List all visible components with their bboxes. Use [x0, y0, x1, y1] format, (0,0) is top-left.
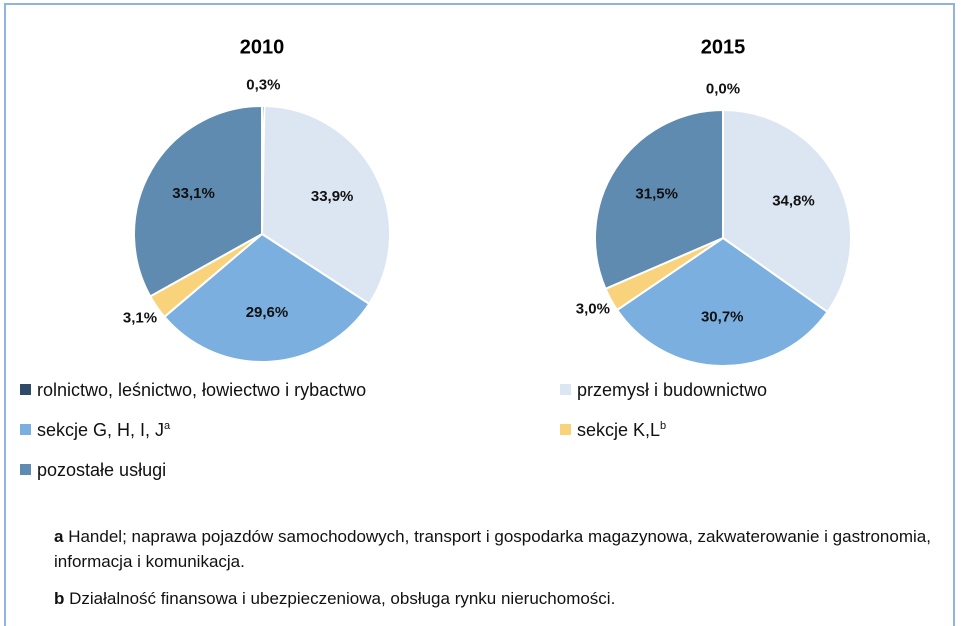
pie-slice	[722, 108, 852, 314]
data-label: 0,0%	[706, 80, 740, 97]
legend-swatch	[20, 464, 31, 475]
legend-label: sekcje K,L	[577, 420, 661, 440]
data-label: 3,1%	[123, 310, 157, 327]
legend-swatch	[560, 384, 571, 395]
data-label: 29,6%	[246, 304, 289, 321]
pie-slice	[615, 236, 829, 367]
legend-note: a	[164, 420, 171, 432]
footnote-text: Działalność finansowa i ubezpieczeniowa,…	[69, 589, 616, 608]
footnote: b Działalność finansowa i ubezpieczeniow…	[54, 586, 934, 611]
data-label: 33,9%	[311, 188, 354, 205]
legend-item: sekcje G, H, I, Ja	[20, 420, 170, 441]
data-label: 30,7%	[701, 308, 744, 325]
legend-item: przemysł i budownictwo	[560, 380, 767, 401]
data-label: 0,3%	[246, 76, 280, 93]
footnote-text: Handel; naprawa pojazdów samochodowych, …	[54, 527, 931, 571]
legend-label: rolnictwo, leśnictwo, łowiectwo i rybact…	[37, 380, 367, 400]
legend-swatch	[20, 384, 31, 395]
legend-item: pozostałe usługi	[20, 460, 166, 481]
legend-label: przemysł i budownictwo	[577, 380, 768, 400]
pie-slice	[162, 232, 371, 363]
legend-note: b	[660, 420, 667, 432]
data-label: 34,8%	[772, 192, 815, 209]
legend-label: sekcje G, H, I, J	[37, 420, 165, 440]
legend-item: sekcje K,Lb	[560, 420, 666, 441]
chart-title: 2015	[701, 36, 746, 58]
legend-swatch	[560, 424, 571, 435]
legend-item: rolnictwo, leśnictwo, łowiectwo i rybact…	[20, 380, 366, 401]
footnote: a Handel; naprawa pojazdów samochodowych…	[54, 524, 934, 574]
frame	[4, 3, 955, 626]
data-label: 31,5%	[635, 185, 678, 202]
footnote-mark: b	[54, 589, 65, 608]
data-label: 3,0%	[576, 300, 610, 317]
pie-slice	[133, 104, 263, 298]
footnote-mark: a	[54, 527, 64, 546]
legend-label: pozostałe usługi	[37, 460, 167, 480]
legend-swatch	[20, 424, 31, 435]
chart-title: 2010	[240, 36, 285, 58]
data-label: 33,1%	[172, 185, 215, 202]
pie-slice	[594, 108, 724, 291]
